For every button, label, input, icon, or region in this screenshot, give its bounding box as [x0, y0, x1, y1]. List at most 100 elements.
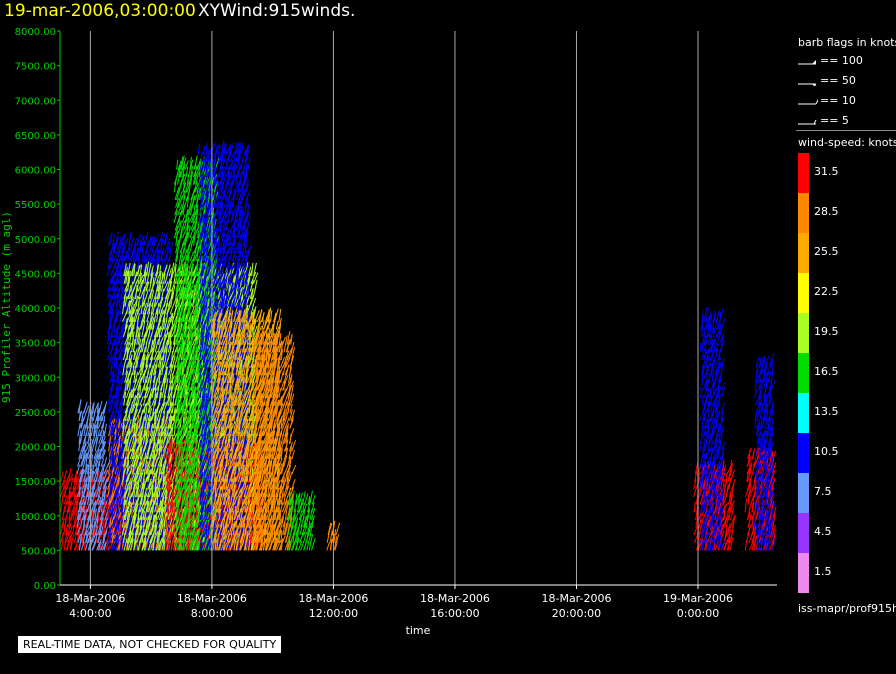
wind-barb — [135, 284, 138, 300]
wind-barb — [101, 441, 106, 452]
wind-barb — [140, 533, 143, 543]
wind-barb — [148, 323, 152, 338]
wind-barb — [154, 425, 159, 437]
wind-barb — [111, 339, 115, 353]
wind-barb — [111, 449, 114, 460]
wind-barb — [132, 438, 138, 452]
wind-barb — [100, 448, 106, 460]
wind-barb — [78, 430, 82, 444]
wind-barb — [118, 335, 122, 345]
wind-barb — [103, 457, 108, 467]
wind-barb — [115, 304, 119, 315]
wind-barb — [123, 358, 127, 368]
wind-barb — [135, 480, 139, 490]
wind-barb — [140, 447, 144, 460]
wind-barb — [95, 467, 100, 482]
wind-barb — [117, 378, 122, 391]
wind-barb — [127, 270, 130, 284]
wind-barb — [116, 495, 121, 505]
wind-barb — [110, 302, 115, 315]
wind-barb — [121, 461, 125, 475]
wind-barb — [119, 348, 123, 361]
wind-barb — [115, 250, 121, 262]
wind-barb — [98, 400, 103, 414]
wind-barb — [135, 317, 138, 330]
wind-barb — [142, 483, 145, 498]
wind-barb — [129, 435, 134, 444]
wind-barb — [102, 518, 106, 528]
wind-barb — [82, 508, 88, 521]
wind-barb — [68, 525, 73, 536]
wind-barb — [110, 455, 115, 467]
wind-barb — [139, 264, 143, 277]
wind-barb — [144, 524, 150, 536]
wind-barb — [134, 427, 139, 437]
wind-barb — [85, 405, 90, 414]
wind-barb — [102, 435, 106, 444]
wind-barb — [152, 278, 157, 292]
wind-barb — [91, 542, 97, 551]
wind-barb — [150, 492, 154, 505]
wind-barb — [124, 237, 129, 246]
wind-barb — [146, 252, 151, 262]
wind-barb — [97, 496, 102, 505]
wind-barb — [102, 415, 106, 429]
wind-barb — [60, 518, 65, 528]
wind-barb — [101, 429, 105, 444]
wind-barb — [137, 442, 142, 452]
wind-barb — [148, 236, 153, 246]
wind-barb — [152, 472, 156, 482]
wind-barb — [141, 312, 145, 322]
wind-barb — [94, 479, 97, 490]
wind-barb — [123, 538, 128, 551]
wind-barb — [125, 438, 129, 452]
wind-barb — [149, 327, 153, 338]
wind-barb — [160, 233, 166, 246]
wind-barb — [115, 534, 119, 543]
wind-barb — [108, 485, 112, 498]
wind-barb — [102, 500, 108, 513]
wind-barb — [123, 263, 127, 277]
wind-barb — [145, 456, 148, 467]
wind-barb — [107, 488, 110, 498]
wind-barb — [153, 537, 158, 551]
wind-barb — [107, 465, 111, 475]
wind-barb — [77, 422, 81, 437]
wind-barb — [139, 309, 142, 322]
wind-barb — [154, 516, 158, 528]
wind-barb — [137, 332, 141, 345]
wind-barb — [108, 418, 112, 429]
wind-barb — [125, 270, 129, 284]
wind-barb — [82, 483, 87, 498]
wind-barb — [149, 430, 154, 444]
wind-barb — [136, 462, 141, 475]
wind-barb — [126, 245, 131, 254]
wind-barb — [139, 426, 144, 437]
wind-barb — [64, 531, 68, 543]
wind-barb — [84, 477, 88, 490]
wind-barb — [137, 378, 142, 391]
wind-barb — [70, 507, 76, 521]
wind-barb — [123, 255, 128, 269]
wind-barb — [139, 295, 144, 307]
wind-barb — [141, 235, 145, 246]
wind-barb — [151, 347, 154, 360]
wind-barb — [126, 428, 131, 437]
wind-barb — [150, 373, 153, 383]
wind-barb — [106, 332, 111, 345]
wind-barb — [112, 463, 118, 475]
wind-barb — [91, 430, 97, 444]
wind-barb — [133, 338, 136, 353]
wind-barb — [154, 414, 157, 429]
wind-barb — [132, 463, 136, 475]
wind-barb — [60, 532, 64, 543]
wind-barb — [148, 303, 151, 315]
wind-barb — [108, 436, 112, 452]
wind-barb — [93, 468, 98, 482]
wind-barb — [94, 453, 99, 467]
wind-barb — [131, 365, 135, 376]
wind-barb — [79, 465, 85, 475]
wind-barb — [107, 508, 112, 521]
wind-barb — [123, 540, 126, 551]
wind-barb — [103, 462, 110, 475]
